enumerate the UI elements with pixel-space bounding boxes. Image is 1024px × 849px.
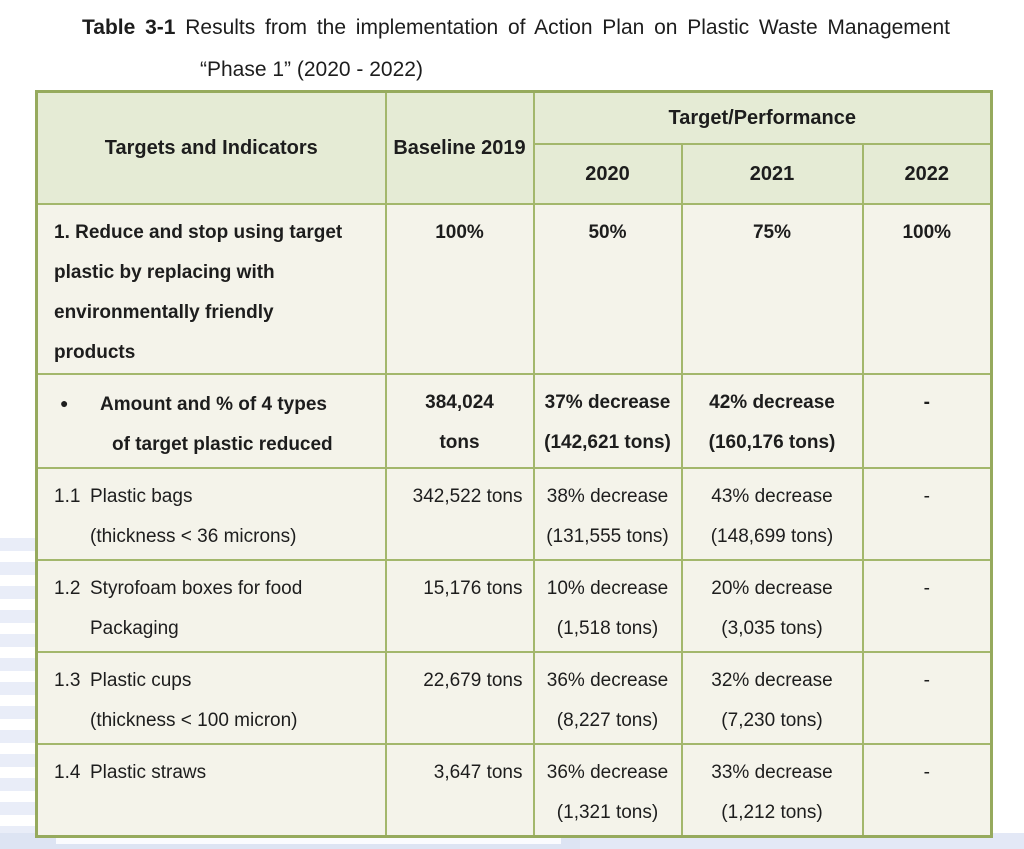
value-2021-cell: 43% decrease (148,699 tons)	[680, 467, 864, 561]
indicator-cell: 1.1 Plastic bags (thickness < 36 microns)	[35, 467, 387, 561]
col-header-2022: 2022	[861, 143, 993, 205]
col-header-baseline: Baseline 2019	[384, 90, 535, 205]
table-row: 1. Reduce and stop using target plastic …	[35, 203, 993, 375]
baseline-cell: 384,024 tons	[384, 373, 535, 469]
table-number: Table 3-1	[82, 16, 176, 39]
bullet-icon: ●	[60, 395, 69, 411]
baseline-cell: 342,522 tons	[384, 467, 535, 561]
col-header-2021: 2021	[680, 143, 864, 205]
col-header-targets: Targets and Indicators	[35, 90, 387, 205]
baseline-cell: 22,679 tons	[384, 651, 535, 745]
table-caption: Table 3-1 Results from the implementatio…	[82, 14, 950, 83]
value-2022-cell: -	[861, 651, 993, 745]
value-2022-cell: -	[861, 743, 993, 837]
table-row: 1.1 Plastic bags (thickness < 36 microns)…	[35, 467, 993, 561]
value-2022-cell: -	[861, 467, 993, 561]
value-2020-cell: 36% decrease (8,227 tons)	[532, 651, 683, 745]
col-header-2020: 2020	[532, 143, 683, 205]
baseline-cell: 15,176 tons	[384, 559, 535, 653]
value-2021-cell: 75%	[680, 203, 864, 375]
table-row: 1.4 Plastic straws 3,647 tons 36% decreas…	[35, 743, 993, 837]
value-2021-cell: 33% decrease (1,212 tons)	[680, 743, 864, 837]
indicator-cell: 1.3 Plastic cups (thickness < 100 micron)	[35, 651, 387, 745]
baseline-cell: 3,647 tons	[384, 743, 535, 837]
value-2020-cell: 10% decrease (1,518 tons)	[532, 559, 683, 653]
value-2022-cell: -	[861, 559, 993, 653]
value-2021-cell: 20% decrease (3,035 tons)	[680, 559, 864, 653]
indicator-cell: 1.4 Plastic straws	[35, 743, 387, 837]
watermark-left-stripes	[0, 538, 40, 849]
baseline-cell: 100%	[384, 203, 535, 375]
table-row: 1.3 Plastic cups (thickness < 100 micron)…	[35, 651, 993, 745]
results-table: Targets and Indicators Baseline 2019 Tar…	[35, 90, 993, 838]
table-caption-line2: “Phase 1” (2020 - 2022)	[200, 58, 423, 81]
col-header-target-performance: Target/Performance	[532, 90, 993, 145]
value-2020-cell: 36% decrease (1,321 tons)	[532, 743, 683, 837]
value-2021-cell: 32% decrease (7,230 tons)	[680, 651, 864, 745]
indicator-cell: 1. Reduce and stop using target plastic …	[35, 203, 387, 375]
indicator-cell: ● Amount and % of 4 types of target plast…	[35, 373, 387, 469]
table-row: 1.2 Styrofoam boxes for food Packaging 15…	[35, 559, 993, 653]
table-row: ● Amount and % of 4 types of target plast…	[35, 373, 993, 469]
table-caption-line1: Table 3-1 Results from the implementatio…	[82, 14, 950, 41]
value-2020-cell: 38% decrease (131,555 tons)	[532, 467, 683, 561]
value-2020-cell: 37% decrease (142,621 tons)	[532, 373, 683, 469]
indicator-cell: 1.2 Styrofoam boxes for food Packaging	[35, 559, 387, 653]
watermark-bottom-highlight	[56, 836, 561, 844]
value-2022-cell: 100%	[861, 203, 993, 375]
value-2021-cell: 42% decrease (160,176 tons)	[680, 373, 864, 469]
value-2022-cell: -	[861, 373, 993, 469]
value-2020-cell: 50%	[532, 203, 683, 375]
table-caption-text: Results from the implementation of Actio…	[185, 16, 950, 39]
